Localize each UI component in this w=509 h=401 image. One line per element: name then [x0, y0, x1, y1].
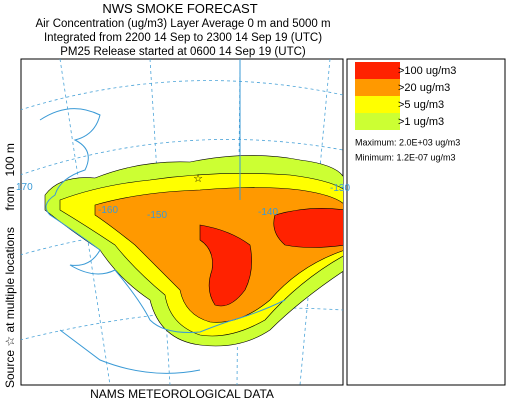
legend-swatch [355, 79, 400, 96]
legend-swatch [355, 96, 400, 113]
legend-swatch [355, 62, 400, 79]
legend: Maximum: 2.0E+03 ug/m3 Minimum: 1.2E-07 … [346, 58, 506, 386]
legend-swatch [355, 113, 400, 130]
header-line: Air Concentration (ug/m3) Layer Average … [35, 18, 330, 30]
coastline [39, 59, 286, 374]
map-label: -140 [258, 207, 278, 218]
legend-label: >5 ug/m3 [398, 99, 444, 111]
map-label: -130 [330, 183, 350, 194]
header-line: PM25 Release started at 0600 14 Sep 19 (… [60, 46, 306, 58]
source-marker: ☆ [193, 173, 203, 185]
minimum: Minimum: 1.2E-07 ug/m3 [355, 152, 456, 162]
map: ☆ [20, 58, 344, 386]
maximum: Maximum: 2.0E+03 ug/m3 [355, 137, 460, 147]
footer: NAMS METEOROLOGICAL DATA [90, 387, 274, 401]
legend-label: >1 ug/m3 [398, 116, 444, 128]
legend-label: >20 ug/m3 [398, 82, 450, 94]
side-label: Source ☆ at multiple locations from 100 … [3, 143, 17, 388]
map-label: 170 [16, 182, 33, 193]
legend-label: >100 ug/m3 [398, 65, 456, 77]
map-label: -150 [147, 210, 167, 221]
header-line: Integrated from 2200 14 Sep to 2300 14 S… [44, 32, 322, 44]
map-label: -160 [98, 205, 118, 216]
smoke-gt100 [199, 224, 252, 307]
smoke-gt100 [273, 208, 343, 248]
latitude-lines [21, 80, 343, 341]
title: NWS SMOKE FORECAST [102, 1, 257, 16]
